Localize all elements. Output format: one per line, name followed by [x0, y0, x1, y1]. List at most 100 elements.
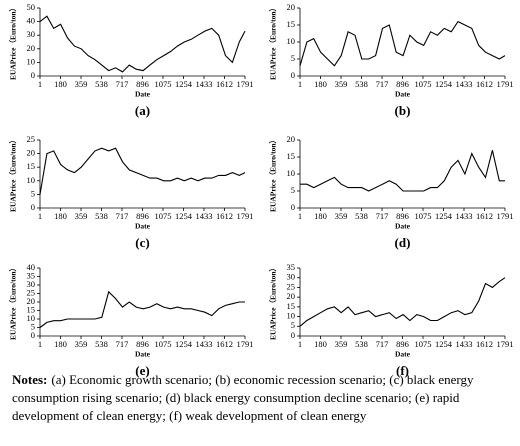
y-axis-title: EUAPrice（Euro/ton）: [268, 136, 278, 212]
x-tick-label: 1: [38, 79, 42, 89]
x-tick-label: 359: [75, 211, 88, 221]
x-tick-label: 1612: [216, 211, 233, 221]
y-tick-label: 35: [27, 270, 36, 280]
x-tick-label: 538: [95, 339, 108, 349]
x-tick-label: 1254: [175, 339, 193, 349]
x-tick-label: 1: [298, 339, 302, 349]
x-tick-label: 1612: [476, 339, 493, 349]
y-tick-label: 0: [291, 70, 295, 80]
y-tick-label: 30: [27, 29, 36, 39]
x-tick-label: 1791: [237, 211, 254, 221]
y-tick-label: 10: [287, 168, 296, 178]
y-tick-label: 5: [31, 188, 35, 198]
y-axis-title: EUAPrice（Euro/ton）: [8, 264, 18, 340]
price-line: [299, 20, 506, 67]
x-tick-label: 538: [355, 339, 368, 349]
notes: Notes: (a) Economic growth scenario; (b) …: [12, 372, 474, 387]
panel-caption: (a): [135, 103, 150, 118]
x-tick-label: 717: [116, 211, 129, 221]
price-line: [39, 15, 246, 73]
x-tick-label: 1075: [155, 339, 172, 349]
y-tick-label: 20: [287, 134, 296, 144]
x-tick-label: 180: [54, 79, 67, 89]
x-tick-label: 1254: [435, 79, 453, 89]
x-tick-label: 896: [136, 79, 149, 89]
x-tick-label: 359: [75, 79, 88, 89]
x-tick-label: 717: [376, 339, 389, 349]
y-tick-label: 5: [31, 321, 35, 331]
x-axis-title: Date: [135, 350, 151, 359]
x-tick-label: 1: [38, 339, 42, 349]
x-tick-label: 896: [136, 339, 149, 349]
y-tick-label: 20: [287, 2, 296, 12]
y-tick-label: 15: [27, 304, 36, 314]
x-tick-label: 1075: [155, 79, 172, 89]
notes-line: development of clean energy; (f) weak de…: [12, 408, 367, 423]
y-tick-label: 20: [27, 43, 36, 53]
y-tick-label: 0: [31, 330, 35, 340]
x-tick-label: 1791: [497, 211, 514, 221]
x-tick-label: 538: [95, 211, 108, 221]
notes-label: Notes:: [12, 372, 47, 387]
x-tick-label: 717: [116, 339, 129, 349]
x-tick-label: 1791: [237, 79, 254, 89]
x-tick-label: 1254: [175, 211, 193, 221]
y-tick-label: 15: [287, 301, 296, 311]
x-tick-label: 359: [335, 79, 348, 89]
x-tick-label: 1075: [155, 211, 172, 221]
x-tick-label: 1433: [456, 211, 473, 221]
y-tick-label: 15: [287, 151, 296, 161]
x-tick-label: 1075: [415, 339, 432, 349]
x-tick-label: 1075: [415, 211, 432, 221]
x-axis-title: Date: [395, 222, 411, 231]
y-tick-label: 20: [27, 148, 36, 158]
x-tick-label: 180: [314, 79, 327, 89]
x-tick-label: 717: [376, 211, 389, 221]
x-axis-title: Date: [135, 222, 151, 231]
y-tick-label: 10: [287, 36, 296, 46]
x-tick-label: 1433: [196, 339, 213, 349]
x-tick-label: 180: [54, 339, 67, 349]
y-tick-label: 0: [291, 330, 295, 340]
x-tick-label: 896: [136, 211, 149, 221]
y-tick-label: 35: [287, 262, 296, 272]
x-tick-label: 1254: [175, 79, 193, 89]
y-tick-label: 10: [27, 56, 36, 66]
x-tick-label: 1612: [216, 79, 233, 89]
y-tick-label: 0: [31, 202, 35, 212]
x-tick-label: 359: [335, 339, 348, 349]
x-tick-label: 896: [396, 211, 409, 221]
y-tick-label: 25: [27, 134, 36, 144]
x-tick-label: 1433: [456, 79, 473, 89]
y-tick-label: 20: [287, 291, 296, 301]
x-tick-label: 717: [376, 79, 389, 89]
y-axis-title: EUAPrice（Euro/ton）: [8, 4, 18, 80]
x-tick-label: 1: [298, 79, 302, 89]
y-axis-title: EUAPrice（Euro/ton）: [8, 136, 18, 212]
price-line: [39, 147, 246, 195]
x-tick-label: 180: [314, 211, 327, 221]
y-tick-label: 10: [287, 311, 296, 321]
x-tick-label: 717: [116, 79, 129, 89]
notes-line: (a) Economic growth scenario; (b) econom…: [51, 372, 474, 387]
x-tick-label: 1433: [196, 211, 213, 221]
panel-caption: (c): [135, 235, 149, 250]
x-tick-label: 538: [95, 79, 108, 89]
notes-line: consumption rising scenario; (d) black e…: [12, 390, 460, 405]
y-tick-label: 5: [291, 185, 295, 195]
x-tick-label: 1791: [497, 79, 514, 89]
panel-caption: (e): [135, 363, 149, 378]
x-tick-label: 180: [54, 211, 67, 221]
x-tick-label: 1: [298, 211, 302, 221]
x-tick-label: 538: [355, 211, 368, 221]
x-tick-label: 1612: [216, 339, 233, 349]
x-tick-label: 1254: [435, 339, 453, 349]
y-tick-label: 25: [287, 281, 296, 291]
x-tick-label: 1433: [456, 339, 473, 349]
x-tick-label: 1612: [476, 79, 493, 89]
x-axis-title: Date: [395, 90, 411, 99]
price-line: [299, 277, 506, 327]
y-tick-label: 10: [27, 313, 36, 323]
panel-caption: (b): [395, 103, 411, 118]
